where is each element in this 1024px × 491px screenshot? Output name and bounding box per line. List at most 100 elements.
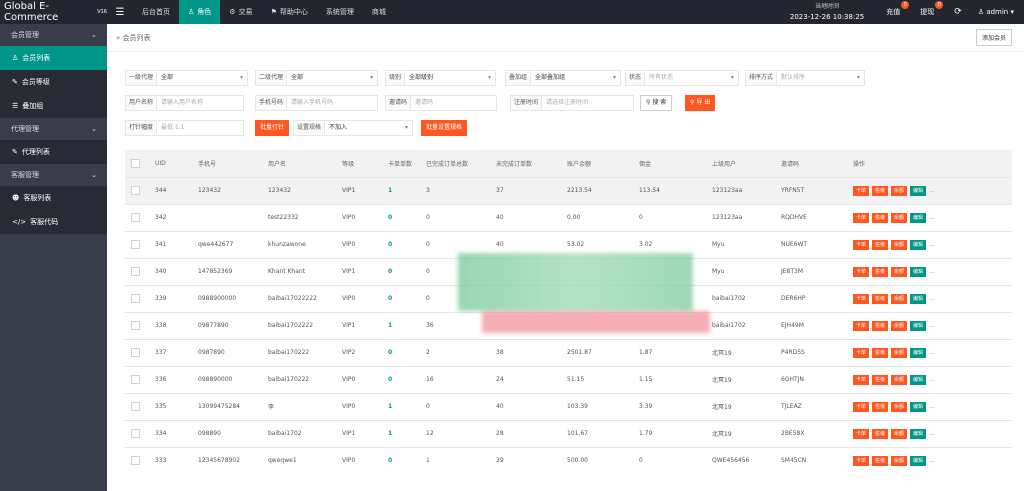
menu-toggle-icon[interactable]: ☰ [115,6,125,18]
more-actions-icon[interactable]: ... [929,349,935,356]
row-action-button[interactable]: 余额 [891,212,908,223]
sidebar-item[interactable]: </> 客服代码 [0,210,107,234]
select-all-checkbox[interactable] [131,158,140,168]
invite-input[interactable]: 邀请码 [411,95,498,111]
topnav-item[interactable]: 系统管理 [317,0,363,24]
row-checkbox[interactable] [131,375,140,384]
row-checkbox[interactable] [131,348,140,357]
row-action-button[interactable]: 编辑 [910,374,927,385]
sidebar-item[interactable]: ☰ 叠加组 [0,94,107,118]
row-action-button[interactable]: 卡单 [853,266,870,277]
row-action-button[interactable]: 卡单 [853,428,870,439]
level-select[interactable]: 全部级别 ▾ [405,70,497,86]
recharge-button[interactable]: 充值 0 [886,1,910,17]
row-action-button[interactable]: 编辑 [910,455,927,466]
row-action-button[interactable]: 卡单 [853,455,870,466]
agent1-select[interactable]: 全部 ▾ [157,70,249,86]
more-actions-icon[interactable]: ... [929,403,935,410]
sidebar-item[interactable]: ☻ 客服列表 [0,186,107,210]
row-action-button[interactable]: 信级 [872,293,889,304]
topnav-item[interactable]: ⚙ 交易 [220,0,261,24]
row-checkbox[interactable] [131,267,140,276]
row-action-button[interactable]: 编辑 [910,239,927,250]
row-action-button[interactable]: 余额 [891,347,908,358]
sidebar-item[interactable]: ✎ 代理列表 [0,140,107,164]
row-action-button[interactable]: 余额 [891,320,908,331]
more-actions-icon[interactable]: ... [929,241,935,248]
more-actions-icon[interactable]: ... [929,187,935,194]
row-action-button[interactable]: 卡单 [853,374,870,385]
row-action-button[interactable]: 信级 [872,347,889,358]
row-action-button[interactable]: 卡单 [853,239,870,250]
row-action-button[interactable]: 信级 [872,320,889,331]
sidebar-item[interactable]: ♙ 会员列表 [0,46,107,70]
sidebar-group[interactable]: 代理管理 ⌄ [0,118,107,140]
row-checkbox[interactable] [131,429,140,438]
row-action-button[interactable]: 余额 [891,266,908,277]
row-action-button[interactable]: 编辑 [910,347,927,358]
row-action-button[interactable]: 卡单 [853,293,870,304]
row-action-button[interactable]: 编辑 [910,320,927,331]
search-button[interactable]: ⚲ 搜 索 [640,95,673,111]
more-actions-icon[interactable]: ... [929,214,935,221]
topnav-item[interactable]: ⚑ 帮助中心 [262,0,317,24]
row-action-button[interactable]: 余额 [891,428,908,439]
row-action-button[interactable]: 信级 [872,266,889,277]
topnav-item[interactable]: 后台首页 [133,0,179,24]
user-menu[interactable]: ♙ admin ▾ [977,8,1014,16]
stack-select[interactable]: 全部叠加组 ▾ [531,70,622,86]
row-checkbox[interactable] [131,456,140,465]
batch-rule-button[interactable]: 批量设置规格 [421,120,468,136]
row-action-button[interactable]: 卡单 [853,401,870,412]
row-action-button[interactable]: 编辑 [910,266,927,277]
row-action-button[interactable]: 信级 [872,212,889,223]
row-action-button[interactable]: 编辑 [910,428,927,439]
status-select[interactable]: 所有状态 ▾ [645,70,740,86]
username-input[interactable]: 请输入用户名称 [157,95,245,111]
row-checkbox[interactable] [131,402,140,411]
row-action-button[interactable]: 信级 [872,239,889,250]
more-actions-icon[interactable]: ... [929,430,935,437]
batch-hit-button[interactable]: 批量打针 [255,120,290,136]
row-action-button[interactable]: 余额 [891,401,908,412]
more-actions-icon[interactable]: ... [929,322,935,329]
row-action-button[interactable]: 卡单 [853,185,870,196]
more-actions-icon[interactable]: ... [929,457,935,464]
row-checkbox[interactable] [131,240,140,249]
sidebar-group[interactable]: 客服管理 ⌄ [0,164,107,186]
hit-input[interactable]: 最低 1.1 [157,120,245,136]
export-button[interactable]: ⚲ 导 出 [685,95,716,111]
row-action-button[interactable]: 余额 [891,185,908,196]
topnav-item[interactable]: ♙ 角色 [179,0,221,24]
withdraw-button[interactable]: 提现 0 [920,1,944,17]
sidebar-item[interactable]: ✎ 会员等级 [0,70,107,94]
row-action-button[interactable]: 卡单 [853,347,870,358]
row-action-button[interactable]: 信级 [872,455,889,466]
agent2-select[interactable]: 全部 ▾ [287,70,379,86]
row-action-button[interactable]: 余额 [891,293,908,304]
row-action-button[interactable]: 信级 [872,401,889,412]
row-action-button[interactable]: 编辑 [910,293,927,304]
more-actions-icon[interactable]: ... [929,268,935,275]
more-actions-icon[interactable]: ... [929,376,935,383]
refresh-icon[interactable]: ⟳ [954,7,962,17]
row-action-button[interactable]: 编辑 [910,185,927,196]
row-action-button[interactable]: 余额 [891,374,908,385]
sidebar-group[interactable]: 会员管理 ⌄ [0,24,107,46]
row-action-button[interactable]: 卡单 [853,320,870,331]
rule-select[interactable]: 不加入 ▾ [325,120,414,136]
regtime-input[interactable]: 请选择注册时间 [542,95,635,111]
row-action-button[interactable]: 余额 [891,455,908,466]
topnav-item[interactable]: 商城 [363,0,395,24]
row-checkbox[interactable] [131,213,140,222]
row-checkbox[interactable] [131,294,140,303]
row-action-button[interactable]: 信级 [872,185,889,196]
row-checkbox[interactable] [131,186,140,195]
row-action-button[interactable]: 编辑 [910,401,927,412]
row-action-button[interactable]: 卡单 [853,212,870,223]
row-action-button[interactable]: 余额 [891,239,908,250]
row-action-button[interactable]: 编辑 [910,212,927,223]
more-actions-icon[interactable]: ... [929,295,935,302]
add-member-button[interactable]: 添加会员 [975,29,1012,46]
sort-select[interactable]: 默认排序 ▾ [777,70,866,86]
